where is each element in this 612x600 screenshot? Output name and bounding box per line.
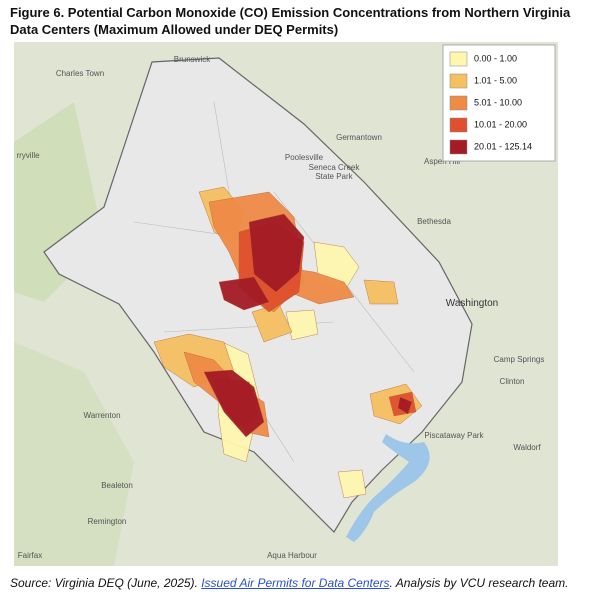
- park-area: [14, 342, 134, 566]
- legend-swatch: [449, 139, 468, 155]
- place-label: Aspen Hill: [424, 157, 460, 166]
- source-text: . Analysis by VCU research team.: [389, 576, 569, 590]
- place-label: Piscataway Park: [424, 431, 484, 440]
- place-label: Camp Springs: [494, 355, 545, 364]
- legend-swatch: [449, 95, 468, 111]
- place-label: Poolesville: [285, 153, 324, 162]
- legend-swatch: [449, 73, 468, 89]
- legend-label: 20.01 - 125.14: [474, 141, 532, 151]
- place-label: Germantown: [336, 133, 382, 142]
- place-label: Bethesda: [417, 217, 451, 226]
- emission-zone: [397, 396, 413, 415]
- legend-entries: 0.00 - 1.00 1.01 - 5.00 5.01 - 10.00 10.01 …: [449, 51, 532, 155]
- title-line: Figure 6. Potential Carbon Monoxide (CO)…: [10, 5, 571, 20]
- legend-label: 0.00 - 1.00: [474, 53, 517, 63]
- emission-zone: [363, 279, 399, 305]
- legend-label: 1.01 - 5.00: [474, 75, 517, 85]
- place-label: rryville: [16, 151, 40, 160]
- title-line: Data Centers (Maximum Allowed under DEQ …: [10, 22, 339, 37]
- place-label: State Park: [315, 172, 353, 181]
- place-label: Waldorf: [513, 443, 541, 452]
- legend-swatch: [449, 117, 468, 133]
- place-label: Fairfax: [18, 551, 42, 560]
- source-text: Source: Virginia DEQ (June, 2025).: [10, 576, 202, 590]
- emission-zones: [153, 186, 423, 499]
- river: [346, 434, 430, 542]
- legend-label: 10.01 - 20.00: [474, 119, 527, 129]
- place-label: Warrenton: [83, 411, 120, 420]
- place-label: Clinton: [500, 377, 525, 386]
- map: Charles Town Brunswick Germantown Pooles…: [14, 42, 558, 566]
- legend-label: 5.01 - 10.00: [474, 97, 522, 107]
- place-label: Brunswick: [174, 55, 211, 64]
- legend-swatch: [449, 51, 468, 67]
- place-label: Aqua Harbour: [267, 551, 317, 560]
- source-note: Source: Virginia DEQ (June, 2025). Issue…: [10, 576, 606, 590]
- figure-title: Figure 6. Potential Carbon Monoxide (CO)…: [10, 4, 606, 38]
- place-label: Bealeton: [101, 481, 133, 490]
- place-label: Seneca Creek: [309, 163, 361, 172]
- place-label: Washington: [446, 298, 498, 309]
- emission-zone: [337, 469, 367, 499]
- emission-zone: [248, 213, 305, 293]
- place-label: Remington: [88, 517, 127, 526]
- emission-zone: [218, 276, 270, 311]
- place-label: Charles Town: [56, 69, 104, 78]
- boundary-lines: [133, 101, 415, 463]
- source-link[interactable]: Issued Air Permits for Data Centers: [201, 576, 390, 590]
- emission-zone: [203, 369, 265, 438]
